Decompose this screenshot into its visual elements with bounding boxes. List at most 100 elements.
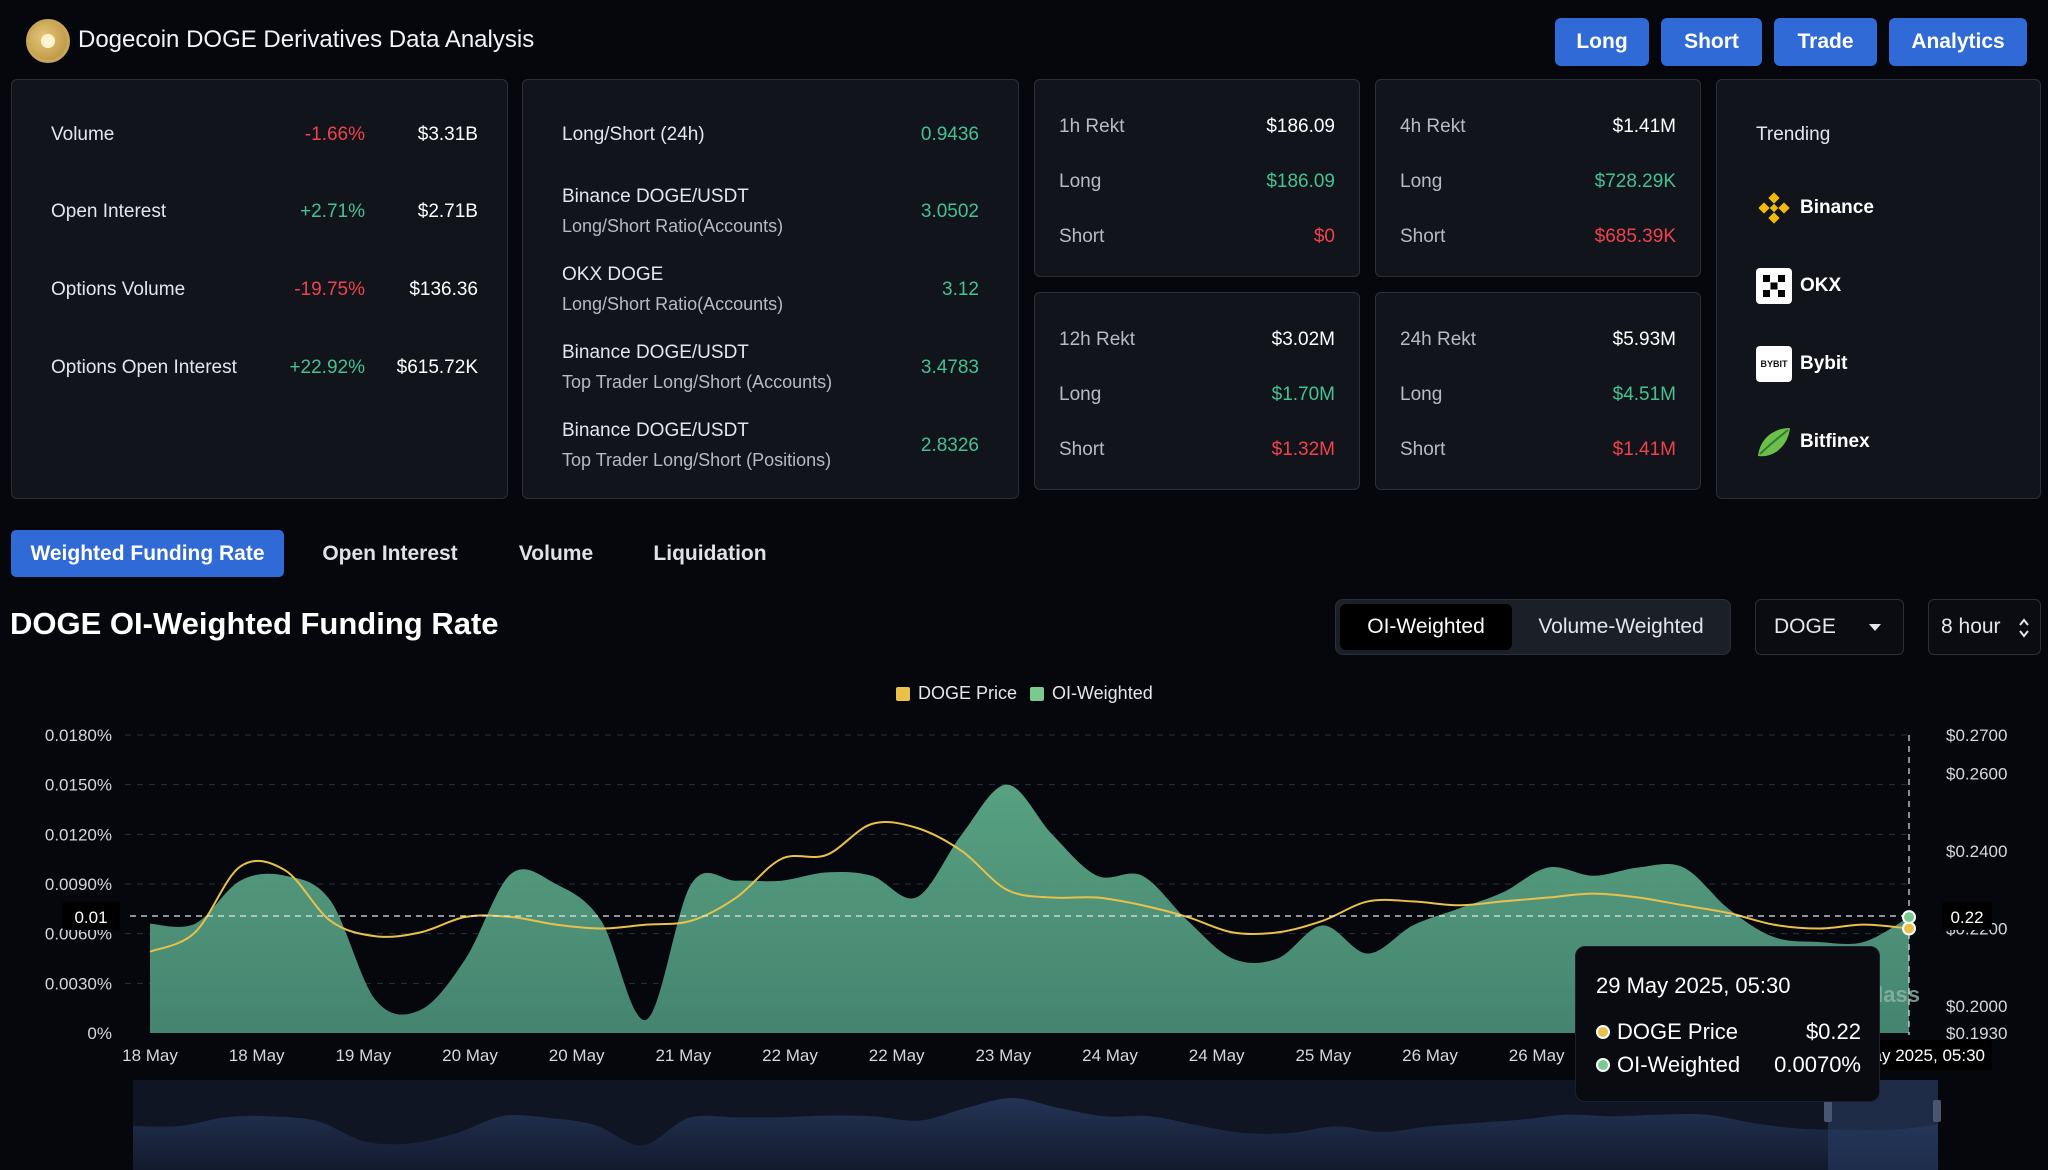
ratio-sublabel: Top Trader Long/Short (Positions): [562, 450, 832, 470]
trending-item-bitfinex[interactable]: Bitfinex: [1756, 424, 1870, 460]
rekt-short-label: Short: [1059, 226, 1105, 247]
long-button[interactable]: Long: [1555, 18, 1649, 66]
navigator-right-handle[interactable]: [1933, 1100, 1941, 1122]
rekt-long-label: Long: [1059, 171, 1102, 192]
trending-item-bybit[interactable]: BYBIT Bybit: [1756, 346, 1848, 382]
stat-value: $136.36: [409, 279, 478, 300]
trade-button[interactable]: Trade: [1774, 18, 1877, 66]
navigator-left-handle[interactable]: [1824, 1100, 1832, 1122]
long-short-ratio-card: Long/Short (24h) 0.9436 Binance DOGE/USD…: [522, 79, 1019, 499]
doge-price-line: [149, 821, 1910, 953]
rekt-short-value: $1.32M: [1271, 439, 1335, 460]
rekt-title: 12h Rekt: [1059, 329, 1136, 350]
y-left-tick: 0.0120%: [45, 825, 112, 844]
trending-item-okx[interactable]: OKX: [1756, 268, 1841, 304]
rekt-total: $1.41M: [1612, 116, 1676, 137]
rekt-long-value: $1.70M: [1271, 384, 1335, 405]
rekt-card-12h: 12h Rekt $3.02M Long $1.70M Short $1.32M: [1034, 292, 1360, 490]
crosshair-right-label-bg: [1942, 902, 1992, 930]
tab-liquidation[interactable]: Liquidation: [653, 541, 767, 565]
tab-weighted-funding-rate[interactable]: Weighted Funding Rate: [11, 530, 284, 577]
x-tick: 19 May: [335, 1046, 391, 1065]
ratio-sublabel: Top Trader Long/Short (Accounts): [562, 372, 833, 392]
short-button[interactable]: Short: [1661, 18, 1762, 66]
y-right-tick: $0.2700: [1946, 726, 2007, 745]
y-right-tick: $0.1930: [1946, 1024, 2007, 1043]
rekt-short-label: Short: [1400, 439, 1446, 460]
crosshair-left-label: 0.01: [74, 908, 107, 927]
x-tick: 20 May: [549, 1046, 605, 1065]
chart-tooltip: 29 May 2025, 05:30 DOGE Price $0.22 OI-W…: [1575, 946, 1880, 1102]
legend-doge-price[interactable]: DOGE Price: [896, 683, 1017, 704]
x-axis: 18 May 18 May 19 May 20 May 20 May 21 May 22 M…: [122, 1046, 1672, 1065]
updown-chevron-icon: [2019, 618, 2029, 638]
ratio-label: Binance DOGE/USDT: [562, 186, 749, 207]
tooltip-label: OI-Weighted: [1617, 1052, 1741, 1077]
x-tick: 24 May: [1189, 1046, 1245, 1065]
stat-value: $615.72K: [396, 357, 478, 378]
legend-label: DOGE Price: [918, 683, 1018, 703]
bitfinex-icon: [1758, 428, 1790, 457]
stat-label: Open Interest: [51, 201, 167, 222]
tab-open-interest[interactable]: Open Interest: [322, 541, 458, 565]
trending-item-binance[interactable]: Binance: [1756, 190, 1874, 226]
ratio-label: OKX DOGE: [562, 264, 664, 285]
oi-marker: [1902, 910, 1916, 925]
x-tick: 26 May: [1509, 1046, 1565, 1065]
ratio-value: 3.4783: [920, 357, 979, 378]
tab-volume[interactable]: Volume: [518, 541, 594, 565]
ratio-value: 3.0502: [920, 201, 979, 222]
crosshair-right-label: 0.22: [1950, 908, 1983, 927]
y-axis-left: 0%0.0030%0.0060%0.0090%0.0120%0.0150%0.0…: [45, 726, 112, 1043]
stat-value: $2.71B: [417, 201, 478, 222]
okx-icon: [1756, 268, 1792, 304]
crosshair-x-label-bg: [1860, 1040, 1992, 1070]
watermark-text: lass: [1877, 982, 1920, 1007]
rekt-long-value: $728.29K: [1594, 171, 1676, 192]
chart-title: DOGE OI-Weighted Funding Rate: [10, 606, 499, 641]
market-stats-card: Volume -1.66% $3.31B Open Interest +2.71…: [11, 79, 508, 499]
tooltip-label: DOGE Price: [1617, 1019, 1739, 1044]
tooltip-row-price: DOGE Price $0.22: [1596, 1019, 1861, 1045]
y-axis-right: $0.1930$0.2000$0.2200$0.2400$0.2600$0.27…: [1946, 726, 2007, 1043]
rekt-title: 4h Rekt: [1400, 116, 1466, 137]
tooltip-date: 29 May 2025, 05:30: [1596, 973, 1791, 998]
rekt-total: $186.09: [1266, 116, 1335, 137]
analytics-button[interactable]: Analytics: [1889, 18, 2027, 66]
stat-change: -19.75%: [294, 279, 365, 300]
rekt-title: 1h Rekt: [1059, 116, 1125, 137]
y-right-tick: $0.2000: [1946, 997, 2007, 1016]
stat-label: Options Open Interest: [51, 357, 237, 378]
y-left-tick: 0.0150%: [45, 776, 112, 795]
price-marker: [1902, 921, 1916, 936]
trending-item-label: OKX: [1800, 275, 1842, 296]
symbol-select[interactable]: DOGE: [1755, 599, 1904, 655]
rekt-short-value: $685.39K: [1594, 226, 1676, 247]
y-left-tick: 0.0030%: [45, 974, 112, 993]
x-tick: 20 May: [442, 1046, 498, 1065]
interval-select[interactable]: 8 hour: [1928, 599, 2041, 655]
volume-weighted-option[interactable]: Volume-Weighted: [1538, 615, 1704, 638]
x-tick: 22 May: [762, 1046, 818, 1065]
legend-swatch-oi: [1030, 686, 1044, 701]
oi-weighted-option[interactable]: OI-Weighted: [1340, 604, 1512, 650]
ratio-sublabel: Long/Short Ratio(Accounts): [562, 216, 784, 236]
stat-change: -1.66%: [304, 124, 365, 145]
x-tick: 21 May: [655, 1046, 711, 1065]
x-tick: 18 May: [122, 1046, 178, 1065]
y-left-tick: 0%: [87, 1024, 112, 1043]
rekt-long-value: $186.09: [1266, 171, 1335, 192]
rekt-card-24h: 24h Rekt $5.93M Long $4.51M Short $1.41M: [1375, 292, 1701, 490]
stat-change: +22.92%: [289, 357, 365, 378]
ratio-label: Binance DOGE/USDT: [562, 342, 749, 363]
trending-item-label: Bybit: [1800, 353, 1848, 374]
rekt-long-value: $4.51M: [1612, 384, 1676, 405]
tooltip-value: 0.0070%: [1774, 1052, 1861, 1077]
legend-swatch-price: [896, 686, 910, 701]
rekt-total: $3.02M: [1271, 329, 1335, 350]
trending-item-label: Binance: [1800, 197, 1874, 218]
page-title: Dogecoin DOGE Derivatives Data Analysis: [78, 26, 535, 53]
binance-icon: [1758, 192, 1790, 224]
legend-oi-weighted[interactable]: OI-Weighted: [1030, 683, 1153, 704]
bybit-icon: BYBIT: [1756, 346, 1792, 382]
